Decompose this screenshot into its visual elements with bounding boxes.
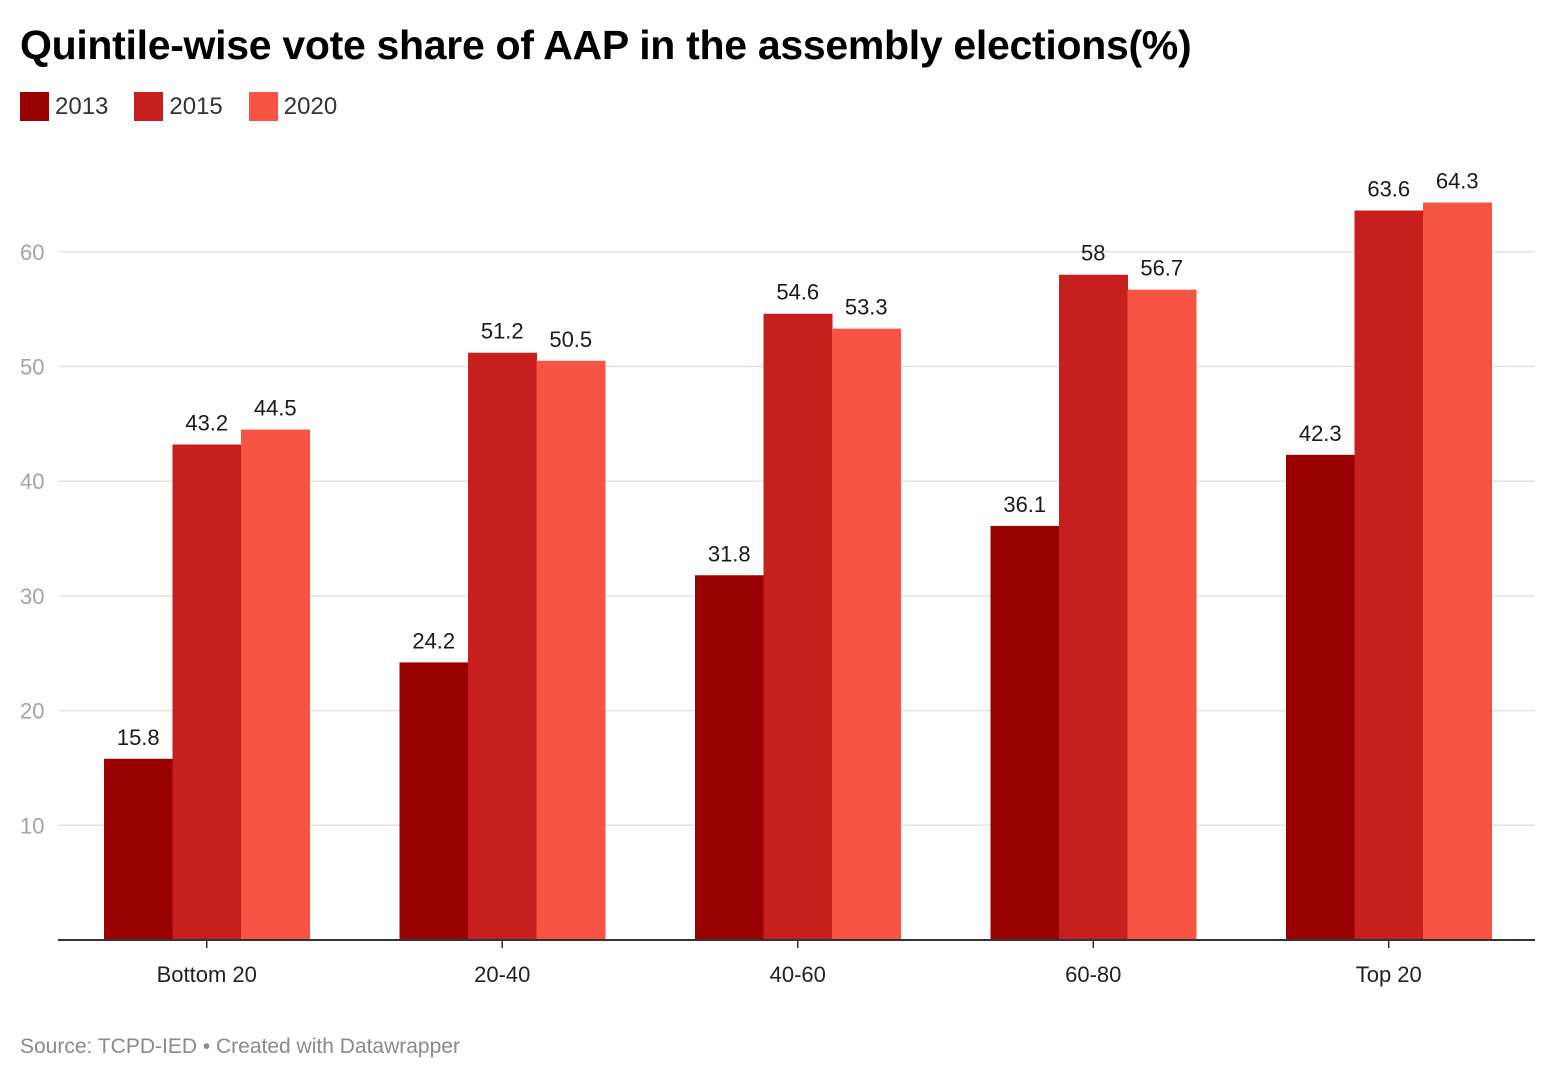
value-label-2015-2: 54.6	[776, 280, 819, 305]
source-note: Source: TCPD-IED • Created with Datawrap…	[20, 1035, 460, 1058]
value-label-2015-4: 63.6	[1367, 177, 1410, 202]
bar-2015-3	[1059, 274, 1128, 940]
legend: 2013 2015 2020	[20, 92, 363, 121]
value-label-2013-2: 31.8	[708, 541, 751, 566]
bar-2013-0	[104, 758, 173, 940]
y-tick-label-50: 50	[20, 355, 44, 380]
legend-item-2013: 2013	[20, 92, 108, 121]
value-label-2013-4: 42.3	[1299, 421, 1342, 446]
bar-2020-4	[1423, 202, 1492, 940]
value-label-2020-0: 44.5	[254, 396, 297, 421]
y-tick-label-20: 20	[20, 699, 44, 724]
bar-2020-2	[832, 328, 901, 940]
y-tick-label-10: 10	[20, 813, 44, 838]
category-label-2: 40-60	[770, 962, 826, 987]
legend-item-2020: 2020	[248, 92, 338, 121]
value-label-2015-0: 43.2	[185, 410, 228, 435]
category-label-3: 60-80	[1065, 962, 1121, 987]
y-tick-label-30: 30	[20, 584, 44, 609]
legend-label-2013: 2013	[55, 92, 109, 120]
legend-label-2020: 2020	[283, 92, 338, 120]
value-label-2020-4: 64.3	[1436, 168, 1479, 193]
bar-2013-1	[399, 662, 469, 940]
bar-2013-3	[990, 525, 1060, 940]
value-label-2013-0: 15.8	[117, 725, 160, 750]
bar-2015-4	[1354, 210, 1424, 940]
value-label-2013-3: 36.1	[1003, 492, 1046, 517]
legend-label-2015: 2015	[169, 92, 223, 120]
bar-2015-1	[468, 352, 537, 941]
bar-2015-2	[763, 313, 833, 940]
bar-2013-2	[695, 575, 764, 940]
bar-2013-4	[1286, 454, 1355, 940]
value-label-2020-1: 50.5	[549, 327, 592, 352]
value-label-2015-1: 51.2	[481, 319, 524, 344]
category-label-4: Top 20	[1356, 962, 1422, 987]
value-label-2013-1: 24.2	[412, 628, 455, 653]
value-label-2020-3: 56.7	[1140, 256, 1183, 281]
bar-2015-0	[172, 444, 242, 940]
legend-swatch-2020	[248, 92, 278, 121]
bar-2020-0	[241, 429, 310, 940]
category-label-0: Bottom 20	[157, 962, 257, 987]
labels: 10 20 30 40 50 60 15.8 43.2 44.5 Bottom 20 24.2 51.…	[20, 168, 1535, 987]
legend-swatch-2015	[134, 92, 164, 121]
value-label-2020-2: 53.3	[845, 295, 888, 320]
y-tick-label-40: 40	[20, 469, 44, 494]
bars	[104, 202, 1492, 941]
category-label-1: 20-40	[474, 962, 530, 987]
legend-swatch-2013	[20, 92, 49, 121]
legend-item-2015: 2015	[134, 92, 223, 121]
chart-title: Quintile-wise vote share of AAP in the a…	[20, 22, 1192, 68]
bar-2020-3	[1127, 289, 1197, 940]
value-label-2015-3: 58	[1081, 241, 1105, 266]
y-tick-label-60: 60	[20, 240, 44, 265]
bar-2020-1	[536, 360, 606, 940]
